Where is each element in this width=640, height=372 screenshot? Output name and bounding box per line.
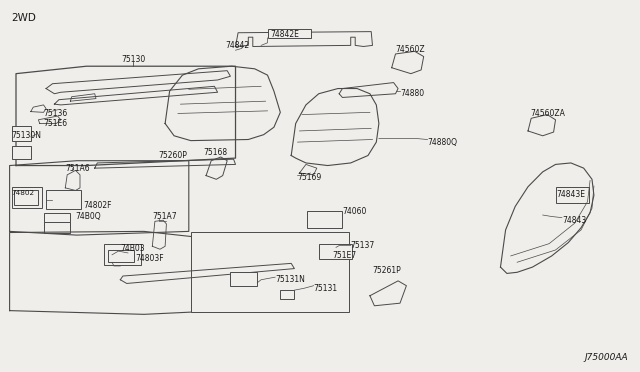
Text: 751E7: 751E7 — [333, 251, 357, 260]
Polygon shape — [291, 89, 379, 166]
Polygon shape — [236, 32, 372, 46]
Text: 74843E: 74843E — [557, 190, 586, 199]
Polygon shape — [300, 164, 317, 175]
Polygon shape — [339, 83, 398, 97]
Polygon shape — [500, 163, 594, 273]
Text: 75168: 75168 — [204, 148, 228, 157]
Text: 74803F: 74803F — [136, 254, 164, 263]
Text: 74B0Q: 74B0Q — [76, 212, 101, 221]
Text: 75131: 75131 — [314, 284, 338, 293]
Text: 75130: 75130 — [121, 55, 145, 64]
Text: 75131N: 75131N — [275, 275, 305, 284]
Bar — [108, 250, 134, 262]
Text: J75000AA: J75000AA — [585, 353, 628, 362]
Text: 74560Z: 74560Z — [396, 45, 425, 54]
Bar — [44, 213, 70, 226]
Text: 74880Q: 74880Q — [428, 138, 458, 147]
Text: 74802: 74802 — [12, 190, 35, 196]
Bar — [268, 29, 311, 38]
Text: 74842E: 74842E — [270, 30, 299, 39]
Text: 74842: 74842 — [225, 41, 250, 50]
Text: 751A6: 751A6 — [65, 164, 90, 173]
Bar — [12, 187, 42, 208]
Bar — [104, 244, 141, 265]
Polygon shape — [528, 115, 556, 136]
Polygon shape — [120, 263, 294, 283]
Bar — [556, 187, 589, 203]
Polygon shape — [152, 220, 166, 249]
Text: 74060: 74060 — [342, 207, 367, 216]
Polygon shape — [16, 66, 236, 166]
Polygon shape — [165, 66, 280, 141]
Bar — [14, 190, 38, 205]
Bar — [230, 272, 257, 286]
Bar — [307, 211, 342, 228]
Polygon shape — [65, 170, 80, 190]
Bar — [12, 126, 31, 141]
Polygon shape — [10, 161, 189, 235]
Polygon shape — [206, 157, 227, 179]
Polygon shape — [370, 281, 406, 306]
Text: 75260P: 75260P — [159, 151, 188, 160]
Bar — [44, 222, 70, 232]
Polygon shape — [46, 71, 230, 94]
Text: 751A7: 751A7 — [152, 212, 177, 221]
Polygon shape — [38, 116, 61, 124]
Text: 75261P: 75261P — [372, 266, 401, 275]
Bar — [280, 290, 294, 299]
Text: 74560ZA: 74560ZA — [530, 109, 564, 118]
Text: 74880: 74880 — [400, 89, 424, 98]
Text: 2WD: 2WD — [12, 13, 36, 23]
Text: 751E6: 751E6 — [44, 119, 68, 128]
Polygon shape — [392, 51, 424, 74]
Text: 75130N: 75130N — [12, 131, 42, 140]
Polygon shape — [95, 159, 236, 168]
Bar — [46, 190, 81, 209]
Text: 74802F: 74802F — [83, 201, 112, 210]
Polygon shape — [10, 231, 223, 314]
Bar — [12, 146, 31, 159]
Text: 75137: 75137 — [351, 241, 375, 250]
Text: 75136: 75136 — [44, 109, 68, 118]
Text: 75169: 75169 — [298, 173, 322, 182]
Bar — [191, 232, 349, 312]
Polygon shape — [54, 86, 218, 105]
Text: 74B03: 74B03 — [120, 244, 145, 253]
Text: 74843: 74843 — [562, 216, 586, 225]
Bar — [319, 244, 352, 259]
Polygon shape — [31, 105, 46, 112]
